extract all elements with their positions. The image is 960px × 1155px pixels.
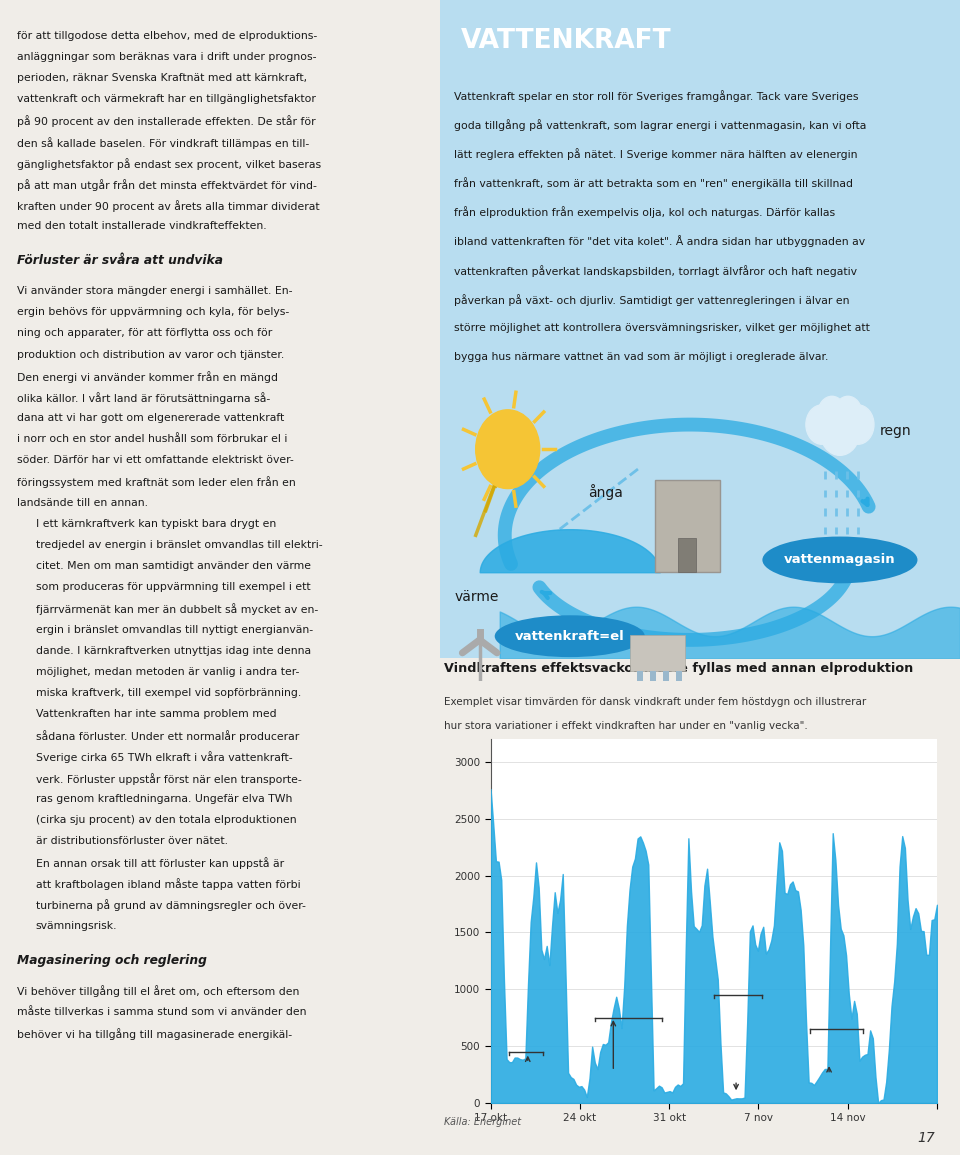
Text: gänglighetsfaktor på endast sex procent, vilket baseras: gänglighetsfaktor på endast sex procent,… — [17, 158, 322, 170]
Text: Vi använder stora mängder energi i samhället. En-: Vi använder stora mängder energi i samhä… — [17, 286, 293, 296]
Text: miska kraftverk, till exempel vid sopförbränning.: miska kraftverk, till exempel vid sopför… — [36, 688, 301, 698]
Text: med den totalt installerade vindkrafteffekten.: med den totalt installerade vindkrafteff… — [17, 222, 267, 231]
FancyBboxPatch shape — [655, 480, 720, 572]
Text: vattenkraften påverkat landskapsbilden, torrlagt älvfåror och haft negativ: vattenkraften påverkat landskapsbilden, … — [454, 264, 857, 276]
Text: olika källor. I vårt land är förutsättningarna så-: olika källor. I vårt land är förutsättni… — [17, 392, 271, 404]
Text: anläggningar som beräknas vara i drift under prognos-: anläggningar som beräknas vara i drift u… — [17, 52, 317, 62]
Text: från elproduktion från exempelvis olja, kol och naturgas. Därför kallas: från elproduktion från exempelvis olja, … — [454, 207, 835, 218]
Text: Magasinering och reglering: Magasinering och reglering — [17, 954, 207, 967]
Text: söder. Därför har vi ett omfattande elektriskt över-: söder. Därför har vi ett omfattande elek… — [17, 455, 294, 465]
Text: på att man utgår från det minsta effektvärdet för vind-: på att man utgår från det minsta effektv… — [17, 179, 317, 191]
Ellipse shape — [494, 616, 645, 657]
Text: påverkan på växt- och djurliv. Samtidigt ger vattenregleringen i älvar en: påverkan på växt- och djurliv. Samtidigt… — [454, 293, 850, 306]
Text: (cirka sju procent) av den totala elproduktionen: (cirka sju procent) av den totala elprod… — [36, 815, 297, 825]
Text: Exemplet visar timvärden för dansk vindkraft under fem höstdygn och illustrerar: Exemplet visar timvärden för dansk vindk… — [444, 698, 866, 707]
Text: ergin i bränslet omvandlas till nyttigt energianvän-: ergin i bränslet omvandlas till nyttigt … — [36, 625, 313, 634]
Text: citet. Men om man samtidigt använder den värme: citet. Men om man samtidigt använder den… — [36, 561, 311, 571]
Text: Förluster är svåra att undvika: Förluster är svåra att undvika — [17, 254, 224, 267]
Text: ergin behövs för uppvärmning och kyla, för belys-: ergin behövs för uppvärmning och kyla, f… — [17, 307, 290, 318]
Text: vattenkraft och värmekraft har en tillgänglighetsfaktor: vattenkraft och värmekraft har en tillgä… — [17, 95, 316, 104]
Text: Källa: Energinet: Källa: Energinet — [444, 1118, 520, 1127]
Text: hur stora variationer i effekt vindkraften har under en "vanlig vecka".: hur stora variationer i effekt vindkraft… — [444, 721, 807, 731]
FancyBboxPatch shape — [662, 671, 669, 681]
Text: svämningsrisk.: svämningsrisk. — [36, 921, 117, 931]
Text: bygga hus närmare vattnet än vad som är möjligt i oreglerade älvar.: bygga hus närmare vattnet än vad som är … — [454, 352, 828, 362]
Text: I ett kärnkraftverk kan typiskt bara drygt en: I ett kärnkraftverk kan typiskt bara dry… — [36, 519, 276, 529]
Text: för att tillgodose detta elbehov, med de elproduktions-: för att tillgodose detta elbehov, med de… — [17, 31, 318, 40]
Text: VATTENKRAFT: VATTENKRAFT — [461, 28, 671, 53]
Circle shape — [834, 396, 862, 431]
Text: kraften under 90 procent av årets alla timmar dividerat: kraften under 90 procent av årets alla t… — [17, 200, 320, 213]
Text: Vindkraftens effektsvackor måste fyllas med annan elproduktion: Vindkraftens effektsvackor måste fyllas … — [444, 661, 913, 675]
Text: lätt reglera effekten på nätet. I Sverige kommer nära hälften av elenergin: lätt reglera effekten på nätet. I Sverig… — [454, 148, 857, 161]
Text: måste tillverkas i samma stund som vi använder den: måste tillverkas i samma stund som vi an… — [17, 1007, 307, 1016]
Text: som produceras för uppvärmning till exempel i ett: som produceras för uppvärmning till exem… — [36, 582, 310, 593]
Text: möjlighet, medan metoden är vanlig i andra ter-: möjlighet, medan metoden är vanlig i and… — [36, 666, 300, 677]
Text: är distributionsförluster över nätet.: är distributionsförluster över nätet. — [36, 836, 228, 847]
Text: dande. I kärnkraftverken utnyttjas idag inte denna: dande. I kärnkraftverken utnyttjas idag … — [36, 646, 311, 656]
Text: vattenmagasin: vattenmagasin — [784, 553, 896, 566]
Text: ning och apparater, för att förflytta oss och för: ning och apparater, för att förflytta os… — [17, 328, 273, 338]
Text: En annan orsak till att förluster kan uppstå är: En annan orsak till att förluster kan up… — [36, 857, 284, 870]
Text: ibland vattenkraften för "det vita kolet". Å andra sidan har utbyggnaden av: ibland vattenkraften för "det vita kolet… — [454, 236, 865, 247]
FancyBboxPatch shape — [630, 635, 684, 671]
Text: Sverige cirka 65 TWh elkraft i våra vattenkraft-: Sverige cirka 65 TWh elkraft i våra vatt… — [36, 752, 293, 763]
Text: 17: 17 — [918, 1131, 935, 1145]
Text: regn: regn — [880, 424, 912, 438]
Text: större möjlighet att kontrollera översvämningsrisker, vilket ger möjlighet att: större möjlighet att kontrollera översvä… — [454, 323, 870, 333]
FancyBboxPatch shape — [636, 671, 643, 681]
Circle shape — [476, 410, 540, 489]
Text: ras genom kraftledningarna. Ungefär elva TWh: ras genom kraftledningarna. Ungefär elva… — [36, 793, 292, 804]
FancyBboxPatch shape — [676, 671, 682, 681]
Text: sådana förluster. Under ett normalår producerar: sådana förluster. Under ett normalår pro… — [36, 730, 300, 743]
Text: Vi behöver tillgång till el året om, och eftersom den: Vi behöver tillgång till el året om, och… — [17, 985, 300, 998]
Text: tredjedel av energin i bränslet omvandlas till elektri-: tredjedel av energin i bränslet omvandla… — [36, 541, 323, 550]
Text: goda tillgång på vattenkraft, som lagrar energi i vattenmagasin, kan vi ofta: goda tillgång på vattenkraft, som lagrar… — [454, 119, 867, 131]
Text: från vattenkraft, som är att betrakta som en "ren" energikälla till skillnad: från vattenkraft, som är att betrakta so… — [454, 177, 853, 189]
Text: behöver vi ha tillgång till magasinerade energikäl-: behöver vi ha tillgång till magasinerade… — [17, 1028, 293, 1040]
Text: fjärrvärmenät kan mer än dubbelt så mycket av en-: fjärrvärmenät kan mer än dubbelt så myck… — [36, 603, 318, 616]
Text: den så kallade baselen. För vindkraft tillämpas en till-: den så kallade baselen. För vindkraft ti… — [17, 136, 309, 149]
Text: Vattenkraft spelar en stor roll för Sveriges framgångar. Tack vare Sveriges: Vattenkraft spelar en stor roll för Sver… — [454, 90, 859, 102]
Text: dana att vi har gott om elgenererade vattenkraft: dana att vi har gott om elgenererade vat… — [17, 413, 284, 423]
Text: Vattenkraften har inte samma problem med: Vattenkraften har inte samma problem med — [36, 709, 276, 720]
Circle shape — [805, 405, 838, 445]
Text: värme: värme — [455, 590, 499, 604]
Text: landsände till en annan.: landsände till en annan. — [17, 498, 148, 508]
Text: produktion och distribution av varor och tjänster.: produktion och distribution av varor och… — [17, 350, 284, 359]
Circle shape — [818, 396, 846, 431]
Text: perioden, räknar Svenska Kraftnät med att kärnkraft,: perioden, räknar Svenska Kraftnät med at… — [17, 73, 307, 83]
Text: föringssystem med kraftnät som leder elen från en: föringssystem med kraftnät som leder ele… — [17, 477, 296, 489]
Text: att kraftbolagen ibland måste tappa vatten förbi: att kraftbolagen ibland måste tappa vatt… — [36, 879, 300, 891]
Text: verk. Förluster uppstår först när elen transporte-: verk. Förluster uppstår först när elen t… — [36, 773, 301, 784]
Text: vattenkraft=el: vattenkraft=el — [515, 629, 625, 642]
Ellipse shape — [762, 537, 918, 583]
Text: turbinerna på grund av dämningsregler och över-: turbinerna på grund av dämningsregler oc… — [36, 900, 305, 911]
Circle shape — [842, 405, 874, 445]
Text: på 90 procent av den installerade effekten. De står för: på 90 procent av den installerade effekt… — [17, 116, 316, 127]
Text: Den energi vi använder kommer från en mängd: Den energi vi använder kommer från en mä… — [17, 371, 278, 382]
Circle shape — [820, 407, 860, 455]
Text: i norr och en stor andel hushåll som förbrukar el i: i norr och en stor andel hushåll som för… — [17, 434, 288, 445]
FancyBboxPatch shape — [650, 671, 656, 681]
FancyBboxPatch shape — [678, 538, 696, 572]
Text: ånga: ånga — [588, 484, 623, 500]
